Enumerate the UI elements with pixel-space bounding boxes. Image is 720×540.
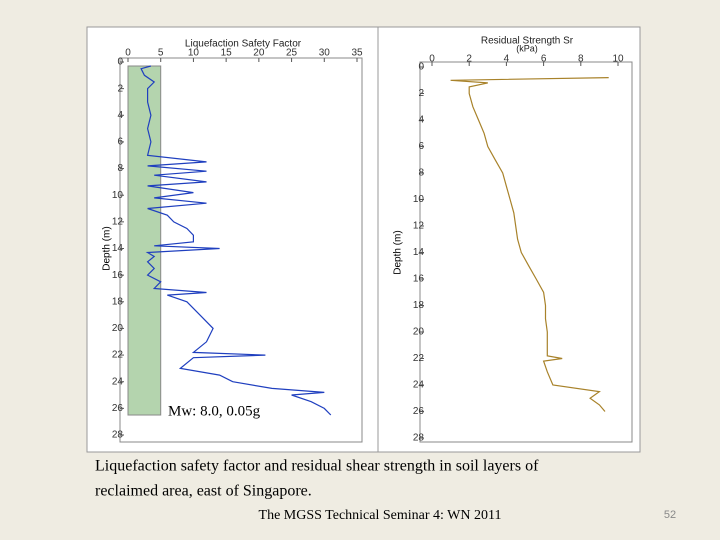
- figure-panel: [86, 26, 641, 453]
- chart-title: Liquefaction Safety Factor: [185, 39, 302, 50]
- y-axis-label: Depth (m): [393, 230, 404, 274]
- y-tick-label: 26: [112, 403, 124, 414]
- y-tick-label: 20: [413, 327, 425, 338]
- y-tick-label: 16: [413, 274, 425, 285]
- y-tick-label: 12: [413, 221, 425, 232]
- chart-subtitle: (kPa): [516, 43, 538, 53]
- x-tick-label: 5: [158, 48, 164, 59]
- y-tick-label: 24: [413, 380, 425, 391]
- y-tick-label: 10: [413, 194, 425, 205]
- x-tick-label: 6: [541, 54, 547, 65]
- x-tick-label: 25: [286, 48, 298, 59]
- x-tick-label: 0: [429, 54, 435, 65]
- y-tick-label: 16: [112, 270, 124, 281]
- y-tick-label: 22: [413, 353, 425, 364]
- y-tick-label: 28: [413, 433, 425, 444]
- y-tick-label: 12: [112, 216, 124, 227]
- y-tick-label: 20: [112, 323, 124, 334]
- profile-line: [450, 77, 609, 412]
- chart-title: Residual Strength Sr: [481, 36, 574, 47]
- x-tick-label: 0: [125, 48, 131, 59]
- x-tick-label: 2: [466, 54, 472, 65]
- y-tick-label: 28: [112, 430, 124, 441]
- y-tick-label: 26: [413, 406, 425, 417]
- x-tick-label: 35: [351, 48, 363, 59]
- y-tick-label: 10: [112, 190, 124, 201]
- y-axis-label: Depth (m): [102, 226, 113, 270]
- y-tick-label: 24: [112, 376, 124, 387]
- caption-line: reclaimed area, east of Singapore.: [95, 483, 312, 500]
- y-tick-label: 18: [112, 296, 124, 307]
- x-tick-label: 30: [319, 48, 331, 59]
- x-tick-label: 20: [253, 48, 265, 59]
- y-tick-label: 22: [112, 350, 124, 361]
- plot-frame: [119, 57, 363, 443]
- x-tick-label: 4: [504, 54, 510, 65]
- annotation: Mw: 8.0, 0.05g: [168, 403, 261, 419]
- x-tick-label: 15: [221, 48, 233, 59]
- x-tick-label: 10: [612, 54, 624, 65]
- shaded-band: [127, 65, 162, 416]
- x-tick-label: 8: [578, 54, 584, 65]
- footer: The MGSS Technical Seminar 4: WN 2011: [259, 508, 502, 523]
- y-tick-label: 14: [413, 247, 425, 258]
- y-tick-label: 18: [413, 300, 425, 311]
- caption-line: Liquefaction safety factor and residual …: [95, 458, 539, 475]
- profile-line: [140, 65, 332, 416]
- page-number: 52: [664, 509, 676, 521]
- x-tick-label: 10: [188, 48, 200, 59]
- y-tick-label: 14: [112, 243, 124, 254]
